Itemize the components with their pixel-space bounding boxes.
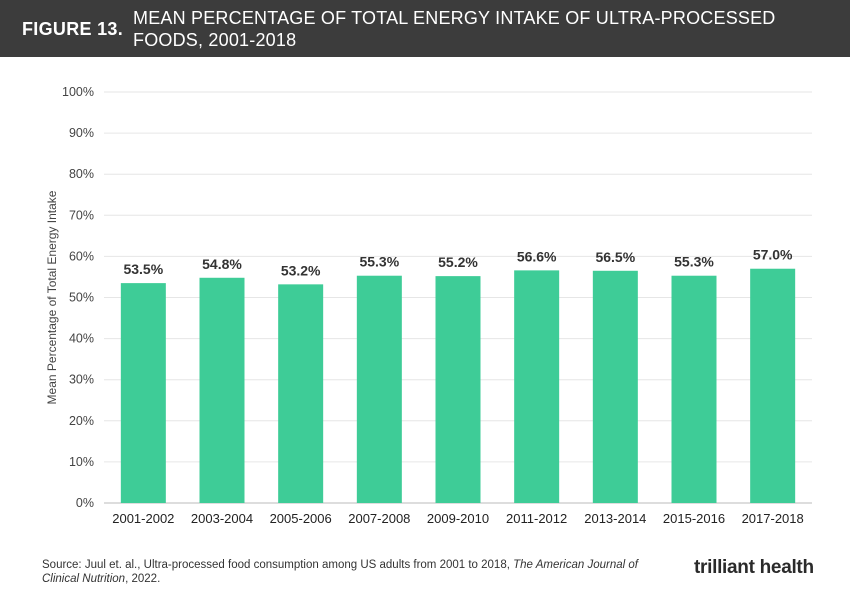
data-labels: 53.5% 54.8% 53.2% 55.3% 55.2% 56.6% 56.5% 55.3%… (123, 247, 793, 279)
x-tick-label: 2015-2016 (663, 511, 725, 526)
figure-label: FIGURE 13. (22, 19, 124, 39)
y-tick-label: 30% (69, 373, 94, 387)
x-tick-label: 2001-2002 (112, 511, 174, 526)
x-tick-label: 2009-2010 (427, 511, 489, 526)
y-tick-label: 70% (69, 208, 94, 222)
x-tick-label: 2003-2004 (191, 511, 253, 526)
data-label: 54.8% (202, 256, 242, 272)
y-tick-label: 50% (69, 291, 94, 305)
source-prefix: Source: Juul et. al., Ultra-processed fo… (42, 559, 514, 571)
bar-2009-2010 (435, 276, 481, 503)
x-tick-label: 2007-2008 (348, 511, 410, 526)
x-tick-label: 2011-2012 (506, 511, 567, 526)
source-journal: The American Journal of Clinical Nutriti… (42, 559, 638, 585)
source-note: Source: Juul et. al., Ultra-processed fo… (42, 558, 662, 586)
bar-2007-2008 (356, 275, 402, 503)
y-tick-label: 0% (76, 496, 94, 510)
header-banner: FIGURE 13. MEAN PERCENTAGE OF TOTAL ENER… (0, 0, 850, 57)
y-tick-label: 20% (69, 414, 94, 428)
x-tick-label: 2013-2014 (584, 511, 646, 526)
y-tick-label: 60% (69, 249, 94, 263)
bar-2015-2016 (671, 275, 717, 503)
bar-chart: 0% 10% 20% 30% 40% 50% 60% 70% 80% 90% 100% Mean P… (45, 85, 812, 526)
data-label: 53.2% (281, 262, 321, 278)
x-axis-ticks: 2001-2002 2003-2004 2005-2006 2007-2008 2009… (112, 511, 804, 526)
x-tick-label: 2017-2018 (742, 511, 804, 526)
data-label: 57.0% (753, 247, 793, 263)
bar-2011-2012 (514, 270, 560, 503)
y-tick-label: 40% (69, 332, 94, 346)
bar-2001-2002 (120, 283, 166, 503)
data-label: 53.5% (123, 261, 163, 277)
bar-2003-2004 (199, 277, 245, 503)
x-tick-label: 2005-2006 (270, 511, 332, 526)
y-axis-ticks: 0% 10% 20% 30% 40% 50% 60% 70% 80% 90% 100% (62, 85, 94, 510)
y-tick-label: 80% (69, 167, 94, 181)
bar-2013-2014 (592, 270, 638, 503)
bar-2005-2006 (278, 284, 324, 503)
y-axis-label: Mean Percentage of Total Energy Intake (45, 190, 59, 404)
bars (120, 268, 796, 503)
y-tick-label: 90% (69, 126, 94, 140)
data-label: 55.3% (359, 254, 399, 270)
data-label: 55.2% (438, 254, 478, 270)
data-label: 55.3% (674, 254, 714, 270)
y-tick-label: 10% (69, 455, 94, 469)
source-suffix: , 2022. (125, 573, 161, 585)
data-label: 56.6% (517, 248, 557, 264)
brand-logo: trilliant health (694, 557, 814, 578)
y-tick-label: 100% (62, 85, 94, 99)
figure-title: MEAN PERCENTAGE OF TOTAL ENERGY INTAKE O… (133, 8, 776, 50)
bar-2017-2018 (750, 268, 796, 503)
data-label: 56.5% (595, 249, 635, 265)
